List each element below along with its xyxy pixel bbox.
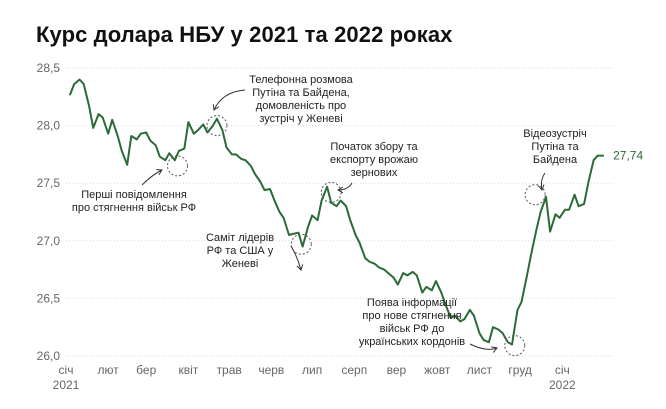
x-tick-label: жовт (424, 363, 451, 377)
x-tick-label: лист (467, 363, 493, 377)
annotation-label: Путіна та Байдена, (252, 87, 350, 99)
annotation-label: Женеві (222, 258, 259, 270)
annotation-label: Саміт лідерів (206, 232, 274, 244)
x-tick-label: січ (555, 363, 570, 377)
series-line (69, 78, 605, 346)
annotation-label: про нове стягнення (362, 310, 461, 322)
x-tick-label: вер (387, 363, 407, 377)
annotation-arrow (469, 343, 498, 350)
annotation-arrow (290, 245, 302, 271)
x-tick-label: лип (302, 363, 322, 377)
annotation-label: Байдена (533, 154, 578, 166)
annotation-label: Телефонна розмова (249, 74, 353, 86)
annotation-label: Поява інформації (367, 297, 457, 309)
annotation-arrowhead (491, 346, 498, 353)
x-year-label: 2022 (549, 378, 576, 392)
annotation-label: експорту врожаю (330, 154, 418, 166)
y-tick-label: 28,0 (37, 119, 61, 133)
annotation-arrow (540, 172, 546, 191)
x-tick-label: квіт (178, 363, 198, 377)
annotation-label: зернових (351, 167, 398, 179)
annotation-arrowhead (212, 104, 220, 111)
x-tick-label: бер (136, 363, 156, 377)
annotation-label: Відеозустріч (523, 128, 586, 140)
x-tick-label: січ (59, 363, 74, 377)
annotation-arrowhead (337, 186, 344, 194)
end-value-label: 27,74 (613, 149, 643, 163)
annotation-arrow (141, 169, 163, 186)
annotation-label: українських кордонів (359, 336, 465, 348)
x-tick-label: черв (258, 363, 284, 377)
annotation-marker (504, 335, 526, 357)
annotation-label: Путіна та (531, 141, 579, 153)
annotation-label: зустріч у Женеві (259, 113, 342, 125)
annotation-label: військ РФ до (380, 323, 445, 335)
annotation-label: домовленість про (256, 100, 346, 112)
y-tick-label: 26,5 (37, 291, 61, 305)
y-tick-label: 27,5 (37, 176, 61, 190)
annotation-arrow (213, 89, 246, 111)
x-tick-label: груд (508, 363, 532, 377)
annotation-label: про стягнення військ РФ (72, 202, 196, 214)
annotation-arrow (337, 182, 353, 191)
x-tick-label: лют (98, 363, 120, 377)
x-tick-label: трав (217, 363, 242, 377)
annotation-arrowhead (296, 264, 304, 271)
annotation-marker (290, 233, 312, 255)
y-tick-label: 26,0 (37, 349, 61, 363)
annotation-arrowhead (156, 169, 163, 176)
y-tick-label: 27,0 (37, 234, 61, 248)
annotation-label: Перші повідомлення (81, 189, 187, 201)
x-tick-label: серп (341, 363, 367, 377)
annotation-marker (524, 184, 546, 206)
annotation-label: РФ та США у (207, 245, 274, 257)
chart-title: Курс долара НБУ у 2021 та 2022 роках (36, 22, 453, 47)
annotation-label: Початок збору та (330, 141, 418, 153)
x-year-label: 2021 (53, 378, 80, 392)
y-tick-label: 28,5 (37, 61, 61, 75)
annotation-marker (167, 155, 189, 177)
annotation-arrowhead (537, 184, 545, 191)
